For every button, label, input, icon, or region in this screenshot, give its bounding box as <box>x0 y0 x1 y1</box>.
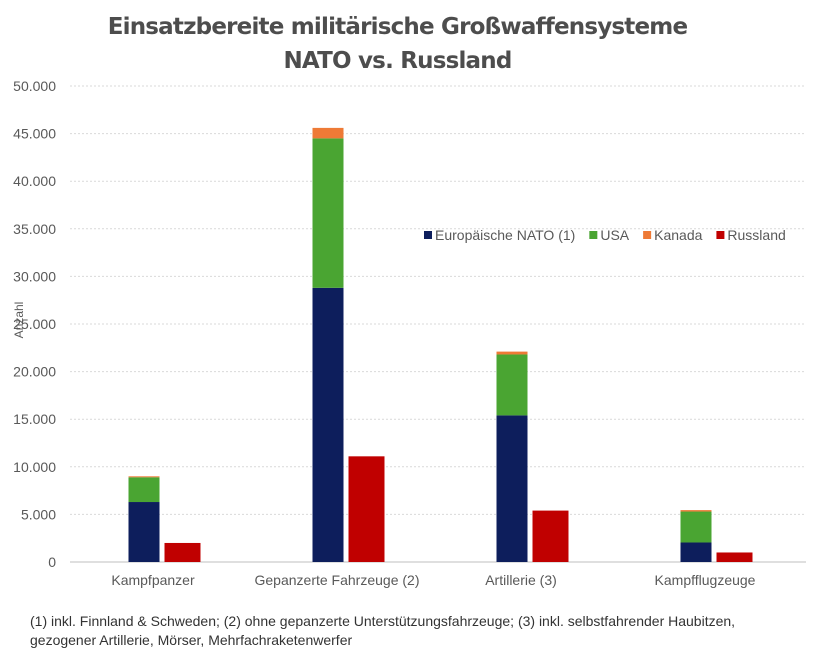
bar-russland <box>348 456 385 562</box>
legend-label: Europäische NATO (1) <box>435 227 575 243</box>
y-tick-label: 5.000 <box>21 506 56 522</box>
y-tick-label: 10.000 <box>13 459 56 475</box>
y-tick-label: 25.000 <box>13 316 56 332</box>
bar-chart: 0 5.000 10.000 15.000 20.000 25.000 30.000 35.0… <box>13 78 806 588</box>
footnote: (1) inkl. Finnland & Schweden; (2) ohne … <box>30 613 736 648</box>
bar-segment <box>312 127 344 139</box>
legend-swatch <box>716 231 725 239</box>
bar-segment <box>680 542 712 562</box>
legend-label: Kanada <box>654 227 702 243</box>
bar-segment <box>312 138 344 288</box>
bar-segment <box>312 287 344 562</box>
y-tick-label: 0 <box>48 554 56 570</box>
chart-title: Einsatzbereite militärische Großwaffensy… <box>107 14 688 40</box>
x-tick-label: Gepanzerte Fahrzeuge (2) <box>255 572 420 588</box>
bar-segment <box>680 511 712 543</box>
x-tick-label: Kampfpanzer <box>111 572 195 588</box>
y-tick-label: 40.000 <box>13 173 56 189</box>
y-tick-label: 15.000 <box>13 411 56 427</box>
bar-segment <box>496 415 528 562</box>
bar-segment <box>128 502 160 562</box>
legend-swatch <box>424 231 432 239</box>
x-tick-label: Artillerie (3) <box>485 572 557 588</box>
y-tick-label: 20.000 <box>13 364 56 380</box>
bar-russland <box>532 510 569 562</box>
legend-swatch <box>643 231 652 239</box>
chart-subtitle: NATO vs. Russland <box>283 48 512 74</box>
y-tick-label: 35.000 <box>13 221 56 237</box>
x-tick-label: Kampfflugzeuge <box>655 572 756 588</box>
y-axis-label: Anzahl <box>12 301 26 339</box>
legend-label: Russland <box>727 227 785 243</box>
bar-segment <box>128 477 160 503</box>
legend-label: USA <box>600 227 629 243</box>
bar-russland <box>164 542 201 562</box>
bar-russland <box>716 552 753 562</box>
bar-segment <box>680 510 712 512</box>
y-tick-label: 30.000 <box>13 268 56 284</box>
y-tick-label: 50.000 <box>13 78 56 94</box>
legend-swatch <box>589 231 598 239</box>
bar-segment <box>496 354 528 416</box>
bar-segment <box>496 351 528 355</box>
y-tick-label: 45.000 <box>13 126 56 142</box>
bar-segment <box>128 476 160 478</box>
